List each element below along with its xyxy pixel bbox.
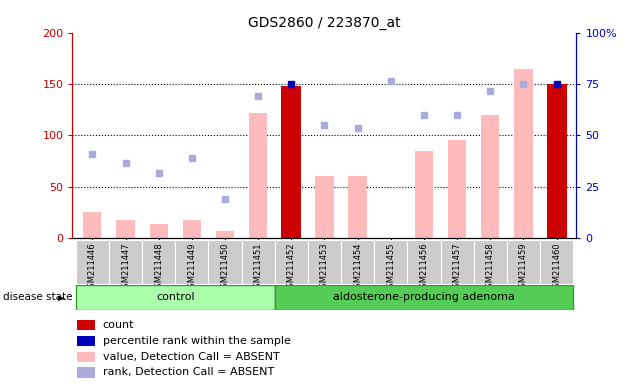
Text: rank, Detection Call = ABSENT: rank, Detection Call = ABSENT — [103, 367, 274, 377]
Bar — [142, 240, 175, 284]
Text: GSM211449: GSM211449 — [187, 242, 197, 293]
Text: GSM211451: GSM211451 — [254, 242, 263, 293]
Bar — [275, 240, 308, 284]
Bar — [77, 351, 95, 362]
Text: GSM211452: GSM211452 — [287, 242, 296, 293]
Text: control: control — [156, 292, 195, 303]
Bar — [481, 115, 500, 238]
Text: aldosterone-producing adenoma: aldosterone-producing adenoma — [333, 292, 515, 303]
Bar — [415, 151, 433, 238]
Bar — [216, 231, 234, 238]
Text: GSM211450: GSM211450 — [220, 242, 229, 293]
Text: ►: ► — [58, 292, 66, 303]
Bar — [448, 141, 466, 238]
Bar — [474, 240, 507, 284]
Bar — [282, 86, 301, 238]
Bar — [241, 240, 275, 284]
Bar — [341, 240, 374, 284]
Text: GSM211458: GSM211458 — [486, 242, 495, 293]
Bar — [76, 285, 275, 310]
Text: GSM211456: GSM211456 — [420, 242, 428, 293]
Bar — [316, 177, 333, 238]
Text: GSM211447: GSM211447 — [121, 242, 130, 293]
Text: GSM211453: GSM211453 — [320, 242, 329, 293]
Bar — [77, 320, 95, 330]
Text: GSM211460: GSM211460 — [552, 242, 561, 293]
Text: count: count — [103, 320, 134, 330]
Bar — [77, 336, 95, 346]
Bar — [408, 240, 440, 284]
Text: value, Detection Call = ABSENT: value, Detection Call = ABSENT — [103, 352, 280, 362]
Bar — [175, 240, 209, 284]
Bar — [209, 240, 241, 284]
Text: GSM211454: GSM211454 — [353, 242, 362, 293]
Bar — [374, 240, 408, 284]
Text: disease state: disease state — [3, 292, 72, 303]
Bar — [348, 177, 367, 238]
Bar — [83, 212, 101, 238]
Text: GSM211459: GSM211459 — [519, 242, 528, 293]
Bar — [440, 240, 474, 284]
Bar — [249, 113, 267, 238]
Text: GSM211448: GSM211448 — [154, 242, 163, 293]
Text: GSM211455: GSM211455 — [386, 242, 395, 293]
Text: GSM211457: GSM211457 — [452, 242, 462, 293]
Bar — [275, 285, 573, 310]
Bar — [183, 220, 201, 238]
Bar — [540, 240, 573, 284]
Bar — [149, 224, 168, 238]
Text: percentile rank within the sample: percentile rank within the sample — [103, 336, 290, 346]
Bar — [77, 367, 95, 377]
Bar — [507, 240, 540, 284]
Bar — [308, 240, 341, 284]
Bar — [117, 220, 135, 238]
Bar — [514, 69, 532, 238]
Bar — [109, 240, 142, 284]
Text: GSM211446: GSM211446 — [88, 242, 97, 293]
Bar — [547, 84, 566, 238]
Title: GDS2860 / 223870_at: GDS2860 / 223870_at — [248, 16, 401, 30]
Bar — [76, 240, 109, 284]
